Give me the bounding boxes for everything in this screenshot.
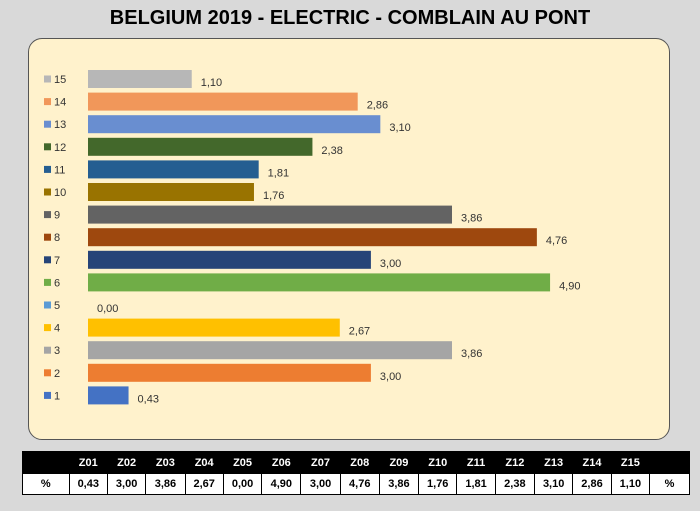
bar-14 bbox=[88, 92, 358, 111]
data-label-15: 1,10 bbox=[201, 77, 222, 89]
legend-label-2: 2 bbox=[54, 368, 60, 380]
legend-label-12: 12 bbox=[54, 142, 66, 154]
legend-label-7: 7 bbox=[54, 255, 60, 267]
legend-marker-2 bbox=[44, 369, 51, 377]
chart-title: BELGIUM 2019 - ELECTRIC - COMBLAIN AU PO… bbox=[109, 7, 591, 29]
legend-label-9: 9 bbox=[54, 210, 60, 222]
data-label-8: 4,76 bbox=[546, 235, 567, 247]
bar-8 bbox=[88, 228, 537, 247]
table-header-cell: Z12 bbox=[494, 451, 535, 474]
bar-chart: 1 0,43 2 3,00 3 3,86 4 2,67 5 0,00 6 4,90 7 3,00 8 4,76… bbox=[44, 70, 580, 405]
table-header-cell: Z01 bbox=[68, 451, 108, 474]
table-header-cell: Z03 bbox=[145, 451, 186, 474]
table-header-cell: Z07 bbox=[300, 451, 341, 474]
bar-3 bbox=[88, 341, 452, 360]
table-cell: % bbox=[22, 473, 70, 495]
data-label-4: 2,67 bbox=[349, 326, 370, 338]
table-cell: 4,90 bbox=[261, 473, 302, 495]
data-label-7: 3,00 bbox=[380, 258, 401, 270]
table-header-cell bbox=[649, 451, 690, 474]
table-header-cell: Z10 bbox=[418, 451, 458, 474]
table-cell: 2,38 bbox=[494, 473, 535, 495]
legend-label-14: 14 bbox=[54, 97, 66, 109]
data-label-13: 3,10 bbox=[389, 122, 410, 134]
legend-marker-5 bbox=[44, 301, 51, 309]
legend-label-3: 3 bbox=[54, 345, 60, 357]
data-table: Z01 Z02 Z03 Z04 Z05 Z06 Z07 Z08 Z09 Z10 Z11 Z12 Z13 Z… bbox=[22, 451, 690, 495]
legend-marker-1 bbox=[44, 391, 51, 399]
legend-marker-8 bbox=[44, 233, 51, 241]
table-header-cell: Z08 bbox=[339, 451, 380, 474]
legend-label-13: 13 bbox=[54, 119, 66, 131]
legend-marker-13 bbox=[44, 120, 51, 128]
legend-label-4: 4 bbox=[54, 323, 60, 335]
table-cell: 4,76 bbox=[339, 473, 380, 495]
data-label-5: 0,00 bbox=[97, 303, 118, 315]
table-header-cell bbox=[22, 451, 70, 474]
bar-9 bbox=[88, 205, 452, 224]
table-header-cell: Z05 bbox=[222, 451, 263, 474]
bar-10 bbox=[88, 183, 254, 201]
legend-label-5: 5 bbox=[54, 300, 60, 312]
legend-label-8: 8 bbox=[54, 232, 60, 244]
table-cell: % bbox=[649, 473, 690, 495]
table-cell: 3,10 bbox=[533, 473, 574, 495]
table-cell: 3,00 bbox=[106, 473, 147, 495]
table-row: % 0,43 3,00 3,86 2,67 0,00 4,90 3,00 4,76 3,86 1,7… bbox=[22, 473, 690, 495]
legend-marker-10 bbox=[44, 188, 51, 196]
legend-marker-11 bbox=[44, 165, 51, 173]
data-label-3: 3,86 bbox=[461, 348, 482, 360]
bar-2 bbox=[88, 363, 371, 382]
legend-label-6: 6 bbox=[54, 277, 60, 289]
table-header-cell: Z14 bbox=[572, 451, 612, 474]
bar-6 bbox=[88, 273, 551, 292]
legend-label-10: 10 bbox=[54, 187, 66, 199]
table-cell: 2,67 bbox=[184, 473, 224, 495]
table-header-cell: Z09 bbox=[378, 451, 420, 474]
table-cell: 1,81 bbox=[456, 473, 496, 495]
legend-marker-6 bbox=[44, 278, 51, 286]
legend-marker-12 bbox=[44, 143, 51, 151]
bar-13 bbox=[88, 115, 381, 134]
data-label-11: 1,81 bbox=[268, 167, 289, 179]
table-cell: 3,86 bbox=[145, 473, 186, 495]
data-label-10: 1,76 bbox=[263, 190, 284, 202]
data-label-1: 0,43 bbox=[138, 393, 159, 405]
bar-7 bbox=[88, 250, 371, 269]
bar-1 bbox=[88, 386, 129, 405]
bar-15 bbox=[88, 70, 192, 88]
table-cell: 0,00 bbox=[222, 473, 263, 495]
table-header-cell: Z04 bbox=[184, 451, 224, 474]
table-header-cell: Z06 bbox=[261, 451, 302, 474]
table-cell: 1,76 bbox=[418, 473, 458, 495]
data-label-2: 3,00 bbox=[380, 371, 401, 383]
legend-marker-7 bbox=[44, 256, 51, 264]
chart-panel: 1 0,43 2 3,00 3 3,86 4 2,67 5 0,00 6 4,90 7 3,00 8 4,76… bbox=[28, 38, 670, 440]
bar-12 bbox=[88, 137, 313, 156]
table-header-cell: Z13 bbox=[533, 451, 574, 474]
legend-marker-15 bbox=[44, 75, 51, 83]
legend-marker-14 bbox=[44, 98, 51, 106]
table-cell: 1,10 bbox=[610, 473, 651, 495]
data-label-6: 4,90 bbox=[559, 280, 580, 292]
bar-11 bbox=[88, 160, 259, 179]
legend-label-15: 15 bbox=[54, 74, 66, 86]
table-header-cell: Z15 bbox=[610, 451, 651, 474]
table-header-cell: Z11 bbox=[456, 451, 496, 474]
table-header-cell: Z02 bbox=[106, 451, 147, 474]
bar-4 bbox=[88, 318, 340, 337]
legend-marker-3 bbox=[44, 346, 51, 354]
legend-marker-4 bbox=[44, 324, 51, 332]
legend-label-11: 11 bbox=[54, 164, 65, 176]
table-cell: 0,43 bbox=[68, 473, 108, 495]
table-cell: 3,86 bbox=[378, 473, 420, 495]
legend-label-1: 1 bbox=[54, 390, 60, 402]
table-header-row: Z01 Z02 Z03 Z04 Z05 Z06 Z07 Z08 Z09 Z10 Z11 Z12 Z13 Z… bbox=[22, 451, 690, 474]
table-cell: 2,86 bbox=[572, 473, 612, 495]
legend-marker-9 bbox=[44, 211, 51, 219]
data-label-9: 3,86 bbox=[461, 213, 482, 225]
table-cell: 3,00 bbox=[300, 473, 341, 495]
data-label-14: 2,86 bbox=[367, 100, 388, 112]
data-label-12: 2,38 bbox=[321, 145, 342, 157]
